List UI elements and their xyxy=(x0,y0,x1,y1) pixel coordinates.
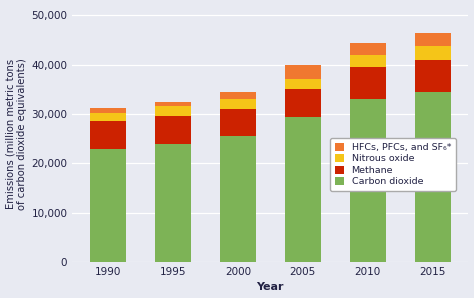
Bar xyxy=(415,92,451,262)
X-axis label: Year: Year xyxy=(256,283,284,292)
Bar xyxy=(350,99,386,262)
Bar xyxy=(350,43,386,55)
Bar xyxy=(90,122,126,149)
Bar xyxy=(155,106,191,116)
Legend: HFCs, PFCs, and SF₆*, Nitrous oxide, Methane, Carbon dioxide: HFCs, PFCs, and SF₆*, Nitrous oxide, Met… xyxy=(330,138,456,191)
Bar xyxy=(220,136,255,262)
Bar xyxy=(155,102,191,106)
Bar xyxy=(350,67,386,99)
Bar xyxy=(155,144,191,262)
Bar xyxy=(350,55,386,67)
Bar xyxy=(90,149,126,262)
Bar xyxy=(415,33,451,46)
Bar xyxy=(220,92,255,99)
Y-axis label: Emissions (million metric tons
of carbon dioxide equivalents): Emissions (million metric tons of carbon… xyxy=(6,58,27,210)
Bar xyxy=(90,108,126,113)
Bar xyxy=(155,116,191,144)
Bar xyxy=(285,65,320,79)
Bar xyxy=(90,113,126,122)
Bar xyxy=(285,79,320,89)
Bar xyxy=(220,109,255,136)
Bar xyxy=(415,46,451,60)
Bar xyxy=(415,60,451,92)
Bar xyxy=(285,117,320,262)
Bar xyxy=(285,89,320,117)
Bar xyxy=(220,99,255,109)
